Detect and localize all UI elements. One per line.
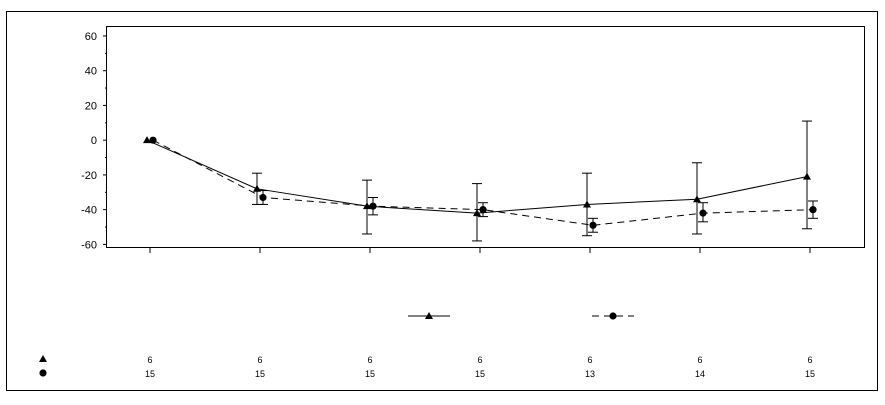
data-point [583, 200, 591, 208]
count-cell: 15 [475, 369, 485, 379]
y-tick-label: -40 [81, 205, 97, 217]
y-tick-label: 0 [91, 135, 97, 147]
plot-area [106, 26, 865, 248]
count-cell: 15 [255, 369, 265, 379]
y-tick-label: 40 [85, 66, 97, 78]
count-cell: 15 [365, 369, 375, 379]
count-row-2: 15 15 15 15 13 14 15 [39, 369, 815, 379]
data-point [369, 202, 377, 210]
count-row-1: 6 6 6 6 6 6 6 [39, 355, 813, 365]
outer-border [6, 11, 878, 391]
y-tick-label: 60 [85, 31, 97, 43]
data-point [259, 193, 267, 202]
plot-series [143, 120, 818, 242]
count-cell: 6 [257, 355, 262, 365]
series-2 [149, 136, 818, 233]
count-cell: 14 [695, 369, 705, 379]
data-point [589, 221, 597, 229]
count-row-marker [39, 369, 47, 377]
count-cell: 15 [145, 369, 155, 379]
count-cell: 13 [585, 369, 595, 379]
legend-marker-circle [609, 312, 617, 320]
count-cell: 6 [367, 355, 372, 365]
data-point [479, 206, 487, 214]
legend-item-2 [592, 312, 634, 320]
data-point [803, 172, 811, 180]
data-point [149, 136, 157, 144]
data-point [699, 209, 707, 217]
data-point [473, 209, 481, 217]
y-tick-label: -60 [81, 239, 97, 251]
data-point [143, 136, 151, 144]
y-axis: 60 40 20 0 -20 -40 -60 [81, 31, 107, 251]
count-cell: 6 [147, 355, 152, 365]
count-cell: 6 [697, 355, 702, 365]
legend-item-1 [408, 312, 450, 319]
data-point [693, 195, 701, 203]
series-1 [143, 120, 812, 242]
count-cell: 15 [805, 369, 815, 379]
x-axis [149, 247, 811, 253]
count-cell: 6 [587, 355, 592, 365]
count-cell: 6 [807, 355, 812, 365]
y-tick-label: -20 [81, 170, 97, 182]
count-row-marker [39, 355, 47, 362]
count-cell: 6 [477, 355, 482, 365]
legend-marker-triangle [425, 312, 433, 319]
legend [408, 312, 634, 320]
y-tick-label: 20 [85, 100, 97, 112]
count-table: 6 6 6 6 6 6 6 15 15 15 15 13 14 15 [39, 355, 815, 379]
data-point [809, 206, 817, 214]
